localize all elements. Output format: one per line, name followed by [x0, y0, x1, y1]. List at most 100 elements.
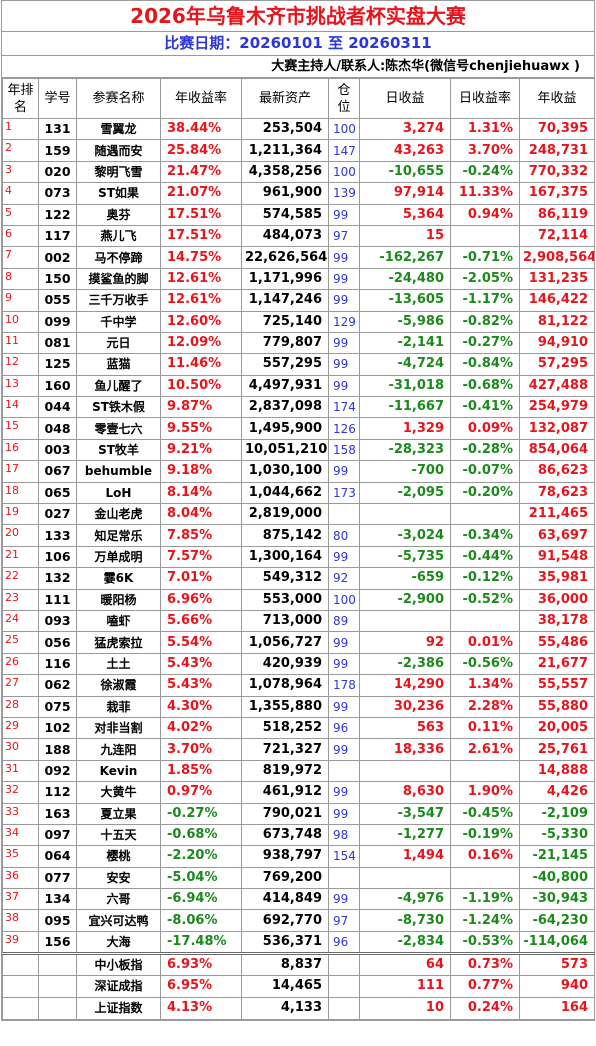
day-gain-cell: 3,274 [359, 117, 451, 141]
id-cell: 188 [38, 738, 77, 761]
id-cell: 044 [38, 396, 77, 419]
assets-cell: 725,140 [241, 310, 329, 333]
index-year-gain-cell: 573 [519, 951, 595, 976]
position-cell: 99 [328, 738, 360, 761]
name-cell: 千中学 [76, 310, 161, 333]
id-cell: 106 [38, 545, 77, 569]
rank-cell: 17 [2, 460, 39, 483]
name-cell: 摸鲨鱼的脚 [76, 267, 161, 291]
day-return-cell: -0.12% [450, 567, 520, 590]
rank-cell: 25 [2, 631, 39, 654]
name-cell: 霎6K [76, 567, 161, 590]
day-return-cell: -0.44% [450, 545, 520, 569]
index-day-return-cell: 0.77% [450, 974, 520, 998]
day-gain-cell: 1,329 [359, 417, 451, 440]
rank-cell: 28 [2, 695, 39, 718]
position-cell: 96 [328, 930, 360, 954]
table-row: 10 099 千中学 12.60% 725,140 129 -5,986 -0.82% 81,1… [2, 310, 595, 333]
name-cell: 徐淑霞 [76, 674, 161, 697]
day-gain-cell: -2,386 [359, 652, 451, 676]
table-row: 21 106 万单成明 7.57% 1,300,164 99 -5,735 -0.44% 91,… [2, 545, 595, 569]
year-return-cell: 9.18% [160, 460, 242, 483]
name-cell: 暖阳杨 [76, 588, 161, 611]
year-gain-cell: 72,114 [519, 224, 595, 248]
day-return-cell: -2.05% [450, 267, 520, 291]
year-return-cell: 3.70% [160, 738, 242, 761]
year-gain-cell: 70,395 [519, 117, 595, 141]
year-return-cell: 12.60% [160, 310, 242, 333]
day-gain-cell: -28,323 [359, 438, 451, 462]
rank-cell: 12 [2, 353, 39, 376]
assets-cell: 414,849 [241, 888, 329, 911]
day-gain-cell: 92 [359, 631, 451, 654]
year-gain-cell: 131,235 [519, 267, 595, 291]
index-value-cell: 8,837 [241, 951, 329, 976]
day-gain-cell [359, 759, 451, 783]
rank-cell: 21 [2, 545, 39, 569]
day-return-cell: 1.34% [450, 674, 520, 697]
id-cell: 122 [38, 203, 77, 226]
year-gain-cell: -40,800 [519, 866, 595, 890]
assets-cell: 713,000 [241, 609, 329, 633]
day-return-cell: 2.61% [450, 738, 520, 761]
position-cell: 99 [328, 631, 360, 654]
day-gain-cell: 15 [359, 224, 451, 248]
id-cell: 131 [38, 117, 77, 141]
position-cell: 96 [328, 716, 360, 740]
assets-cell: 1,495,900 [241, 417, 329, 440]
day-return-cell [450, 866, 520, 890]
day-return-cell [450, 759, 520, 783]
name-cell: 夏立果 [76, 802, 161, 825]
id-cell: 112 [38, 781, 77, 804]
table-row: 11 081 元日 12.09% 779,807 99 -2,141 -0.27% 94,910 [2, 331, 595, 355]
assets-cell: 1,078,964 [241, 674, 329, 697]
position-cell: 97 [328, 909, 360, 932]
rank-cell: 37 [2, 888, 39, 911]
table-row: 18 065 LoH 8.14% 1,044,662 173 -2,095 -0.20% 78,… [2, 481, 595, 505]
year-gain-cell: 55,880 [519, 695, 595, 718]
name-cell: 蓝猫 [76, 353, 161, 376]
year-return-cell: 12.61% [160, 289, 242, 312]
day-return-cell: 1.90% [450, 781, 520, 804]
index-year-gain-cell: 164 [519, 996, 595, 1020]
year-return-cell: 1.85% [160, 759, 242, 783]
rank-cell: 2 [2, 139, 39, 162]
assets-cell: 557,295 [241, 353, 329, 376]
day-gain-cell: 43,263 [359, 139, 451, 162]
rank-cell: 24 [2, 609, 39, 633]
position-cell: 99 [328, 246, 360, 269]
day-return-cell: -0.28% [450, 438, 520, 462]
id-cell: 159 [38, 139, 77, 162]
table-row: 25 056 猛虎索拉 5.54% 1,056,727 99 92 0.01% 55,486 [2, 631, 595, 654]
table-row: 37 134 六哥 -6.94% 414,849 99 -4,976 -1.19% -30,94… [2, 888, 595, 911]
assets-cell: 1,056,727 [241, 631, 329, 654]
assets-cell: 4,358,256 [241, 160, 329, 184]
name-cell: 元日 [76, 331, 161, 355]
id-cell: 163 [38, 802, 77, 825]
position-cell: 99 [328, 289, 360, 312]
index-day-gain-cell: 10 [359, 996, 451, 1020]
name-cell: Kevin [76, 759, 161, 783]
index-year-gain-cell: 940 [519, 974, 595, 998]
position-cell: 99 [328, 267, 360, 291]
day-return-cell: 0.01% [450, 631, 520, 654]
table-row: 8 150 摸鲨鱼的脚 12.61% 1,171,996 99 -24,480 -2.05% 1… [2, 267, 595, 291]
year-return-cell: -2.20% [160, 845, 242, 868]
day-return-cell: -0.24% [450, 160, 520, 184]
day-return-cell: -0.71% [450, 246, 520, 269]
assets-cell: 1,300,164 [241, 545, 329, 569]
assets-cell: 536,371 [241, 930, 329, 954]
assets-cell: 420,939 [241, 652, 329, 676]
day-return-cell: -0.68% [450, 374, 520, 398]
assets-cell: 4,497,931 [241, 374, 329, 398]
day-gain-cell: -2,141 [359, 331, 451, 355]
name-cell: 土土 [76, 652, 161, 676]
name-cell: 安安 [76, 866, 161, 890]
assets-cell: 769,200 [241, 866, 329, 890]
rank-cell: 13 [2, 374, 39, 398]
assets-cell: 779,807 [241, 331, 329, 355]
day-return-cell: -1.17% [450, 289, 520, 312]
year-return-cell: 38.44% [160, 117, 242, 141]
id-cell: 133 [38, 524, 77, 547]
name-cell: 六哥 [76, 888, 161, 911]
